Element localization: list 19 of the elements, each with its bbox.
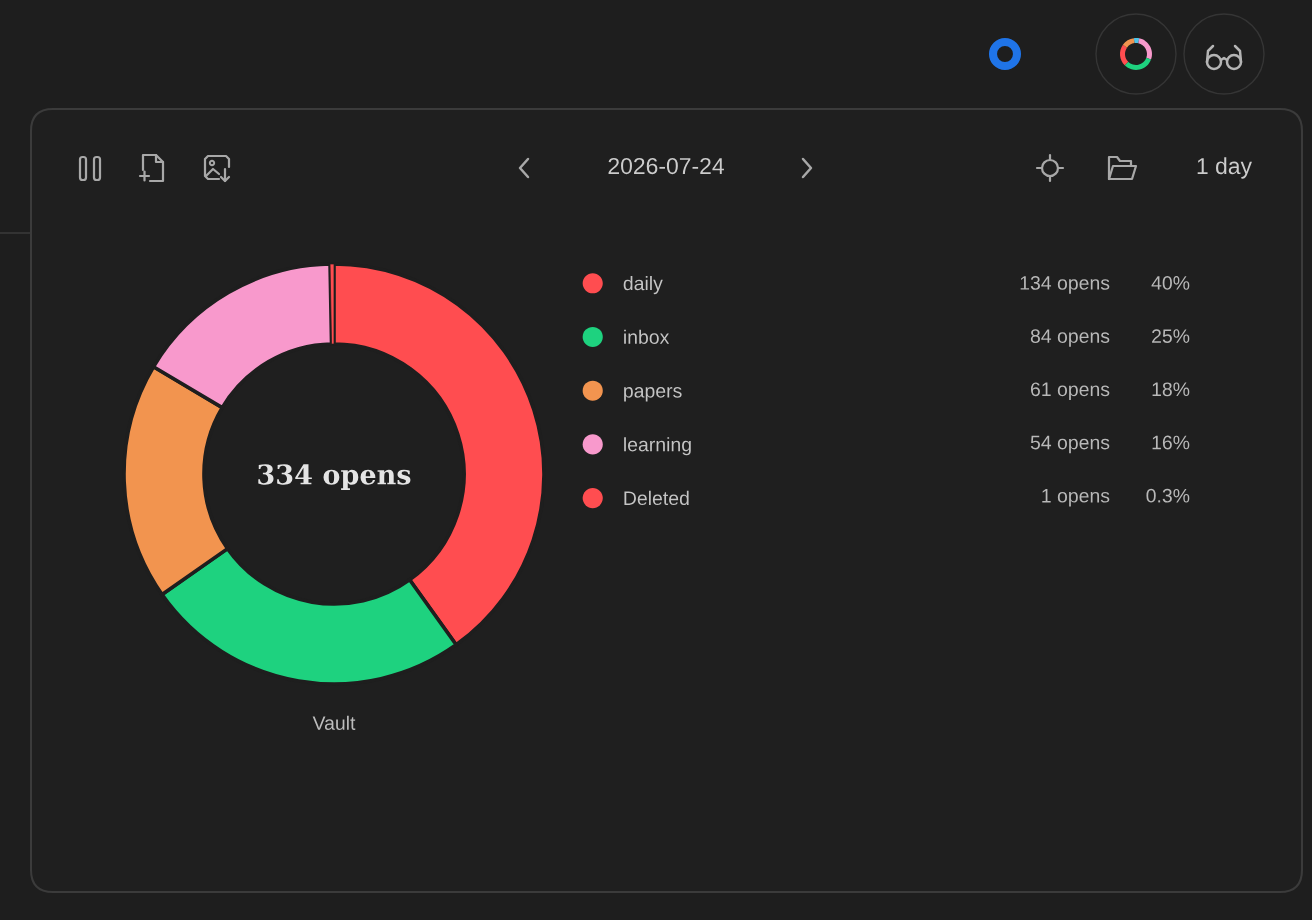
legend-label: learning xyxy=(624,437,691,456)
text: 0.3% xyxy=(1146,488,1190,503)
data-label: 1 opens xyxy=(1042,489,1110,507)
legend-label: Deleted xyxy=(624,490,689,506)
legend-label: daily xyxy=(623,276,663,295)
data-label: 54 opens xyxy=(1030,435,1110,454)
text: 1 day xyxy=(1197,157,1252,179)
text: Vault xyxy=(312,715,356,730)
text: 16% xyxy=(1152,435,1190,450)
text: 25% xyxy=(1152,329,1190,343)
text: 40% xyxy=(1151,276,1190,290)
data-label: 134 opens xyxy=(1020,276,1110,294)
data-label: 61 opens xyxy=(1030,382,1110,401)
legend-label: papers xyxy=(624,387,682,402)
data-label: 84 opens xyxy=(1030,329,1110,347)
legend-label: inbox xyxy=(624,329,670,344)
text: 334 opens xyxy=(258,464,411,490)
text: 18% xyxy=(1152,382,1190,397)
chart-title: 2026-07-24 xyxy=(608,157,724,175)
